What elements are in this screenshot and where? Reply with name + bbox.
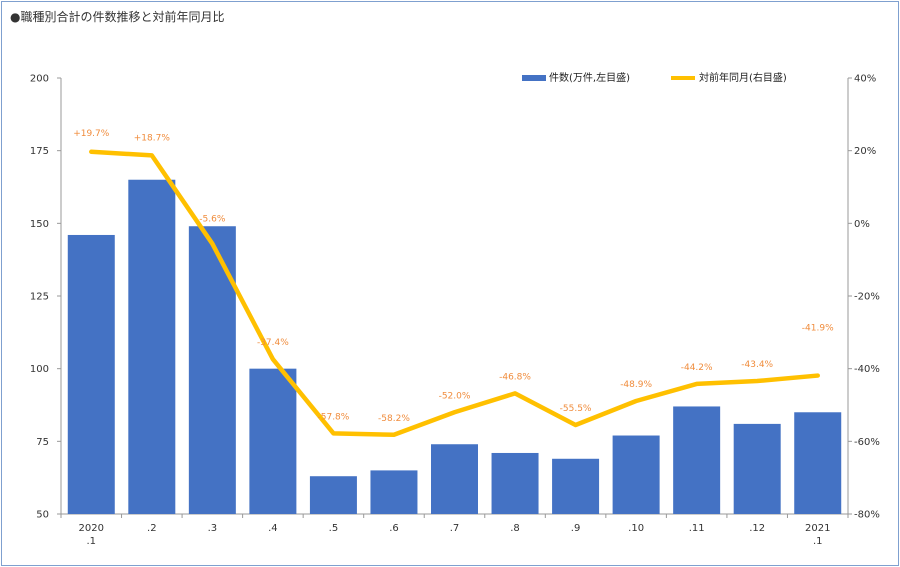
yoy-line bbox=[89, 149, 820, 438]
left-tick-label: 150 bbox=[30, 219, 49, 230]
bar bbox=[431, 444, 478, 514]
right-tick-label: 40% bbox=[854, 74, 876, 85]
bar bbox=[249, 368, 297, 514]
x-tick-label: .7 bbox=[450, 523, 460, 534]
left-tick-label: 100 bbox=[30, 364, 49, 375]
yoy-data-label: -52.0% bbox=[439, 391, 471, 401]
bar bbox=[673, 406, 721, 514]
x-tick-label: .10 bbox=[628, 523, 644, 534]
line-series bbox=[89, 149, 820, 438]
x-tick-label: .9 bbox=[571, 523, 581, 534]
right-tick-label: 0% bbox=[854, 219, 870, 230]
left-tick-label: 50 bbox=[36, 510, 49, 521]
x-tick-label: .1 bbox=[86, 536, 96, 547]
left-tick-label: 200 bbox=[30, 74, 49, 85]
x-tick-label: .12 bbox=[749, 523, 765, 534]
x-tick-label: .8 bbox=[510, 523, 520, 534]
yoy-data-label: -43.4% bbox=[741, 360, 773, 370]
right-tick-label: -40% bbox=[854, 364, 880, 375]
x-tick-label: 2021 bbox=[805, 523, 830, 534]
yoy-data-label: +18.7% bbox=[134, 133, 171, 143]
legend: 件数(万件,左目盛) 対前年同月(右目盛) bbox=[522, 71, 787, 84]
chart-title: ●職種別合計の件数推移と対前年同月比 bbox=[10, 10, 225, 24]
right-tick-label: -80% bbox=[854, 510, 880, 521]
yoy-data-label: +19.7% bbox=[73, 129, 110, 139]
yoy-data-label: -41.9% bbox=[802, 324, 834, 334]
right-tick-label: -20% bbox=[854, 292, 880, 303]
yoy-data-label: -58.2% bbox=[378, 414, 410, 424]
bar bbox=[370, 470, 418, 514]
yoy-data-label: -37.4% bbox=[257, 338, 289, 348]
right-tick-label: -60% bbox=[854, 437, 880, 448]
bar bbox=[309, 476, 357, 514]
bar bbox=[128, 179, 176, 514]
x-tick-label: .6 bbox=[389, 523, 399, 534]
x-tick-label: .3 bbox=[208, 523, 218, 534]
x-tick-label: .5 bbox=[329, 523, 339, 534]
left-tick-label: 175 bbox=[30, 146, 49, 157]
left-tick-label: 125 bbox=[30, 292, 49, 303]
bar bbox=[733, 423, 781, 514]
bar bbox=[612, 435, 660, 514]
x-tick-label: .4 bbox=[268, 523, 278, 534]
left-tick-label: 75 bbox=[36, 437, 49, 448]
bar bbox=[67, 234, 115, 514]
data-labels: +19.7% +18.7% -5.6% -37.4% -57.8% -58.2% -52.0… bbox=[73, 129, 834, 424]
bar bbox=[188, 226, 236, 515]
bar bbox=[794, 412, 842, 514]
yoy-data-label: -55.5% bbox=[560, 404, 592, 414]
yoy-data-label: -57.8% bbox=[318, 412, 350, 422]
right-tick-label: 20% bbox=[854, 146, 876, 157]
x-tick-label: .1 bbox=[813, 536, 823, 547]
yoy-data-label: -46.8% bbox=[499, 372, 531, 382]
yoy-data-label: -44.2% bbox=[681, 363, 713, 373]
bar bbox=[552, 458, 600, 514]
x-tick-label: .11 bbox=[689, 523, 705, 534]
x-tick-label: 2020 bbox=[79, 523, 104, 534]
bar bbox=[491, 452, 539, 514]
bar-series bbox=[67, 179, 842, 515]
legend-bar-label: 件数(万件,左目盛) bbox=[549, 71, 630, 84]
yoy-data-label: -5.6% bbox=[199, 215, 226, 225]
yoy-data-label: -48.9% bbox=[620, 380, 652, 390]
legend-bar-swatch bbox=[522, 75, 546, 81]
legend-line-label: 対前年同月(右目盛) bbox=[699, 71, 787, 84]
x-tick-label: .2 bbox=[147, 523, 157, 534]
